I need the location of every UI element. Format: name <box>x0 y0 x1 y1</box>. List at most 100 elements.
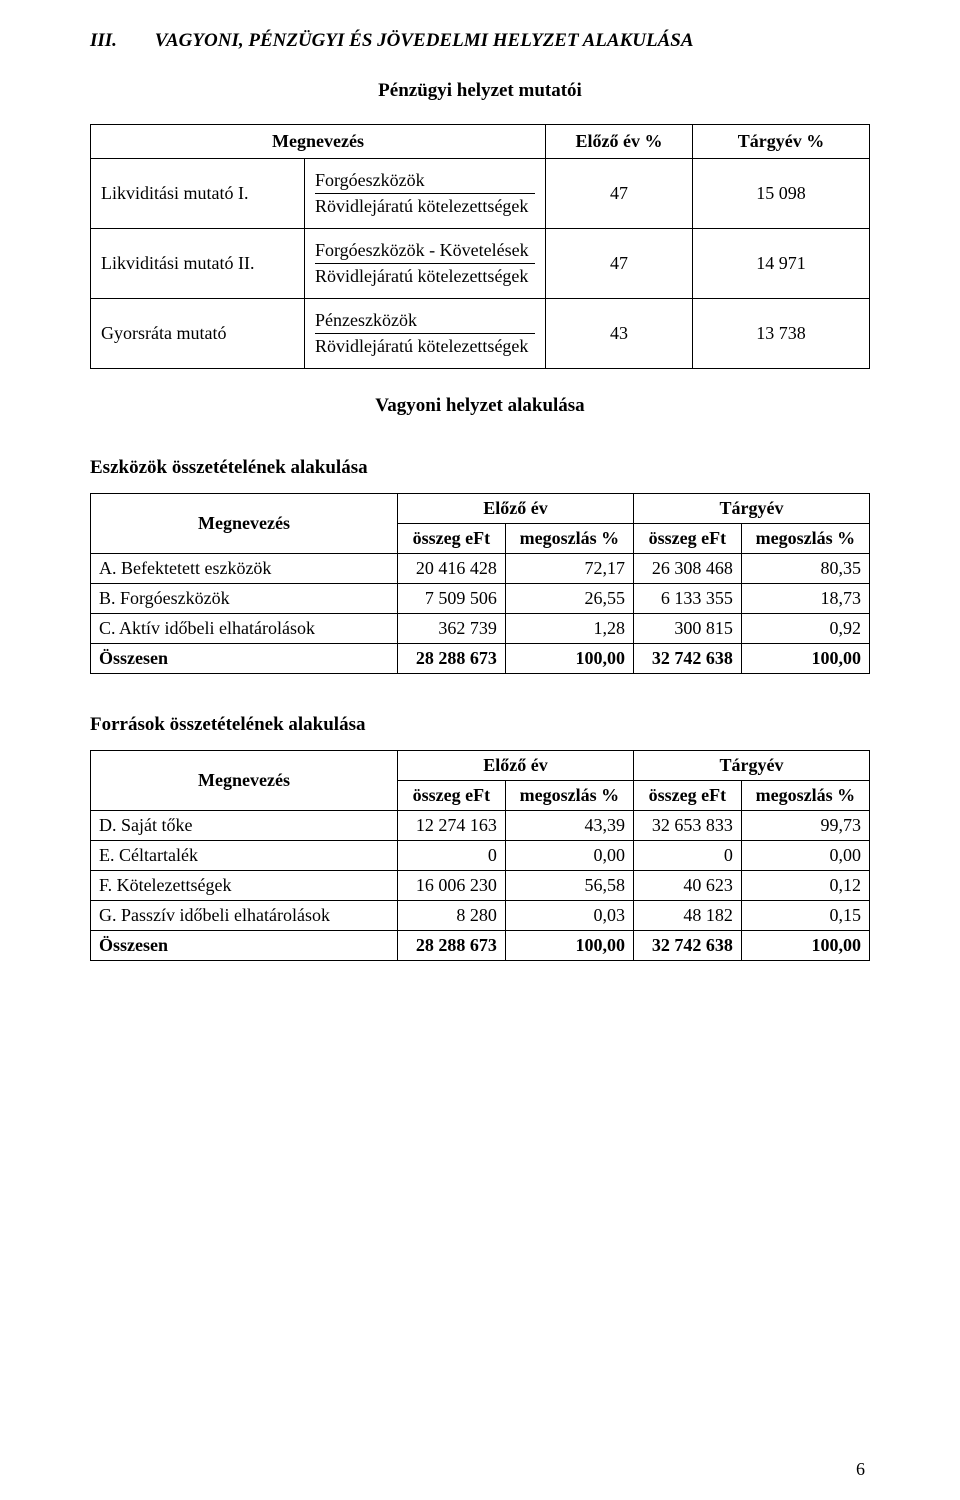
liab-total-pv: 28 288 673 <box>398 931 506 961</box>
liab-row-tv: 48 182 <box>633 901 741 931</box>
assets-row-tp: 0,92 <box>741 614 869 644</box>
liab-row-label: G. Passzív időbeli elhatárolások <box>91 901 398 931</box>
assets-row-pv: 362 739 <box>398 614 506 644</box>
document-page: III. VAGYONI, PÉNZÜGYI ÉS JÖVEDELMI HELY… <box>0 0 960 1500</box>
assets-total-pv: 28 288 673 <box>398 644 506 674</box>
liab-row-pv: 12 274 163 <box>398 811 506 841</box>
table-row: F. Kötelezettségek 16 006 230 56,58 40 6… <box>91 871 870 901</box>
liab-head-name: Megnevezés <box>91 751 398 811</box>
ratio-row-label: Gyorsráta mutató <box>91 299 305 369</box>
assets-head-targ-group: Tárgyév <box>633 494 869 524</box>
formula-numerator: Forgóeszközök - Követelések <box>315 238 535 264</box>
section-roman: III. <box>90 30 150 52</box>
assets-total-tv: 32 742 638 <box>633 644 741 674</box>
ratio-row-formula: Forgóeszközök - Követelések Rövidlejárat… <box>305 229 546 299</box>
assets-row-pv: 7 509 506 <box>398 584 506 614</box>
assets-total-row: Összesen 28 288 673 100,00 32 742 638 10… <box>91 644 870 674</box>
section-title: VAGYONI, PÉNZÜGYI ÉS JÖVEDELMI HELYZET A… <box>155 30 694 51</box>
liab-row-tp: 0,00 <box>741 841 869 871</box>
liab-total-tp: 100,00 <box>741 931 869 961</box>
liab-row-label: F. Kötelezettségek <box>91 871 398 901</box>
liab-total-label: Összesen <box>91 931 398 961</box>
assets-row-pp: 26,55 <box>505 584 633 614</box>
assets-row-tv: 6 133 355 <box>633 584 741 614</box>
liab-row-tp: 0,12 <box>741 871 869 901</box>
assets-row-label: C. Aktív időbeli elhatárolások <box>91 614 398 644</box>
liab-row-pv: 8 280 <box>398 901 506 931</box>
assets-row-pp: 72,17 <box>505 554 633 584</box>
liab-sub-prev-val: összeg eFt <box>398 781 506 811</box>
ratio-targ-value: 15 098 <box>693 159 870 229</box>
ratio-head-prev: Előző év % <box>546 125 693 159</box>
assets-head-name: Megnevezés <box>91 494 398 554</box>
liab-subheading: Források összetételének alakulása <box>90 714 870 736</box>
liab-row-pp: 0,00 <box>505 841 633 871</box>
table-row: G. Passzív időbeli elhatárolások 8 280 0… <box>91 901 870 931</box>
liab-head-prev-group: Előző év <box>398 751 634 781</box>
liab-row-tv: 0 <box>633 841 741 871</box>
assets-row-tp: 80,35 <box>741 554 869 584</box>
assets-centered-heading: Vagyoni helyzet alakulása <box>90 395 870 417</box>
assets-sub-prev-val: összeg eFt <box>398 524 506 554</box>
ratio-block-title: Pénzügyi helyzet mutatói <box>90 80 870 102</box>
ratio-table: Megnevezés Előző év % Tárgyév % Likvidit… <box>90 124 870 369</box>
table-row: C. Aktív időbeli elhatárolások 362 739 1… <box>91 614 870 644</box>
assets-total-tp: 100,00 <box>741 644 869 674</box>
liab-row-tv: 32 653 833 <box>633 811 741 841</box>
liab-sub-prev-pct: megoszlás % <box>505 781 633 811</box>
assets-row-tp: 18,73 <box>741 584 869 614</box>
ratio-head-targ: Tárgyév % <box>693 125 870 159</box>
ratio-row-label: Likviditási mutató I. <box>91 159 305 229</box>
assets-row-pp: 1,28 <box>505 614 633 644</box>
formula-numerator: Forgóeszközök <box>315 168 535 194</box>
assets-row-pv: 20 416 428 <box>398 554 506 584</box>
formula-denominator: Rövidlejáratú kötelezettségek <box>315 334 535 359</box>
liab-row-label: D. Saját tőke <box>91 811 398 841</box>
liab-total-row: Összesen 28 288 673 100,00 32 742 638 10… <box>91 931 870 961</box>
ratio-prev-value: 43 <box>546 299 693 369</box>
liabilities-table: Megnevezés Előző év Tárgyév összeg eFt m… <box>90 750 870 961</box>
ratio-row-formula: Forgóeszközök Rövidlejáratú kötelezettsé… <box>305 159 546 229</box>
assets-row-tv: 300 815 <box>633 614 741 644</box>
liab-row-pv: 16 006 230 <box>398 871 506 901</box>
ratio-prev-value: 47 <box>546 159 693 229</box>
liab-row-tp: 99,73 <box>741 811 869 841</box>
ratio-targ-value: 14 971 <box>693 229 870 299</box>
liab-row-label: E. Céltartalék <box>91 841 398 871</box>
assets-subheading: Eszközök összetételének alakulása <box>90 457 870 479</box>
ratio-prev-value: 47 <box>546 229 693 299</box>
liab-head-targ-group: Tárgyév <box>633 751 869 781</box>
liab-row-pp: 43,39 <box>505 811 633 841</box>
liab-row-pp: 56,58 <box>505 871 633 901</box>
assets-row-tv: 26 308 468 <box>633 554 741 584</box>
formula-denominator: Rövidlejáratú kötelezettségek <box>315 264 535 289</box>
liab-sub-targ-pct: megoszlás % <box>741 781 869 811</box>
liab-row-pv: 0 <box>398 841 506 871</box>
assets-sub-targ-pct: megoszlás % <box>741 524 869 554</box>
page-number: 6 <box>856 1459 865 1480</box>
assets-sub-prev-pct: megoszlás % <box>505 524 633 554</box>
table-row: D. Saját tőke 12 274 163 43,39 32 653 83… <box>91 811 870 841</box>
section-heading: III. VAGYONI, PÉNZÜGYI ÉS JÖVEDELMI HELY… <box>90 30 870 52</box>
table-row: B. Forgóeszközök 7 509 506 26,55 6 133 3… <box>91 584 870 614</box>
ratio-row-label: Likviditási mutató II. <box>91 229 305 299</box>
assets-total-pp: 100,00 <box>505 644 633 674</box>
assets-sub-targ-val: összeg eFt <box>633 524 741 554</box>
assets-row-label: B. Forgóeszközök <box>91 584 398 614</box>
liab-total-pp: 100,00 <box>505 931 633 961</box>
liab-row-pp: 0,03 <box>505 901 633 931</box>
assets-row-label: A. Befektetett eszközök <box>91 554 398 584</box>
formula-numerator: Pénzeszközök <box>315 308 535 334</box>
table-row: E. Céltartalék 0 0,00 0 0,00 <box>91 841 870 871</box>
ratio-row-formula: Pénzeszközök Rövidlejáratú kötelezettség… <box>305 299 546 369</box>
assets-total-label: Összesen <box>91 644 398 674</box>
assets-table: Megnevezés Előző év Tárgyév összeg eFt m… <box>90 493 870 674</box>
ratio-targ-value: 13 738 <box>693 299 870 369</box>
liab-sub-targ-val: összeg eFt <box>633 781 741 811</box>
ratio-head-name: Megnevezés <box>91 125 546 159</box>
liab-total-tv: 32 742 638 <box>633 931 741 961</box>
liab-row-tv: 40 623 <box>633 871 741 901</box>
liab-row-tp: 0,15 <box>741 901 869 931</box>
table-row: A. Befektetett eszközök 20 416 428 72,17… <box>91 554 870 584</box>
formula-denominator: Rövidlejáratú kötelezettségek <box>315 194 535 219</box>
